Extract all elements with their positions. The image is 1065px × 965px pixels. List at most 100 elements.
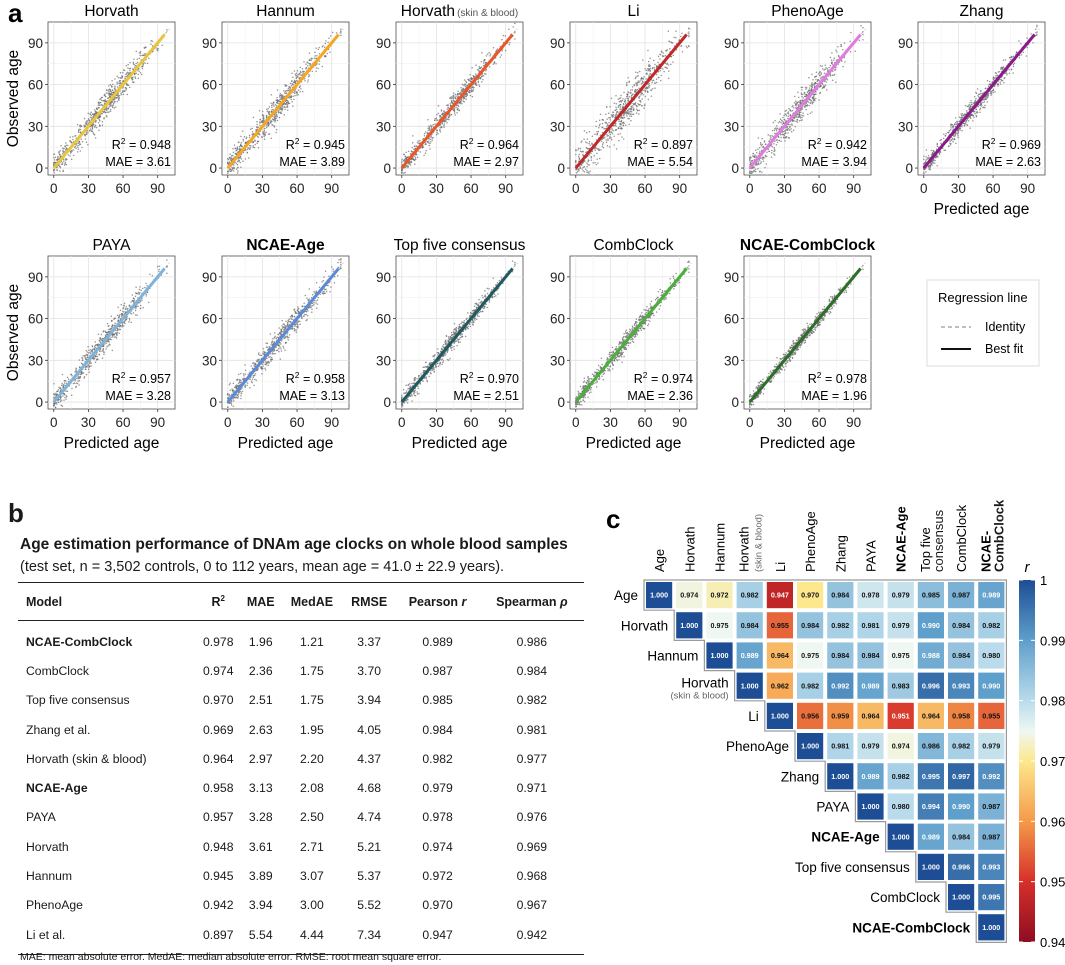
data-point xyxy=(426,132,429,134)
x-tick-label: 90 xyxy=(324,181,339,196)
data-point xyxy=(592,162,594,164)
data-point xyxy=(642,93,644,96)
data-point xyxy=(70,373,73,376)
data-point xyxy=(954,123,956,126)
data-point xyxy=(637,72,639,74)
data-point xyxy=(71,387,73,390)
data-point xyxy=(108,111,110,113)
data-point xyxy=(477,69,480,71)
data-point xyxy=(967,105,970,108)
data-point xyxy=(583,170,586,173)
data-point xyxy=(131,68,134,70)
data-point xyxy=(598,149,600,152)
data-point xyxy=(80,138,83,140)
data-point xyxy=(263,119,265,122)
data-point xyxy=(619,106,622,108)
data-point xyxy=(419,140,421,142)
data-point xyxy=(606,106,608,108)
data-point xyxy=(757,167,759,170)
data-point xyxy=(127,73,130,75)
data-point xyxy=(615,95,617,97)
y-tick-label: 0 xyxy=(731,161,739,176)
data-point xyxy=(768,150,771,153)
data-point xyxy=(329,51,331,53)
data-point xyxy=(688,34,690,36)
data-point xyxy=(87,118,90,120)
data-point xyxy=(241,130,244,132)
data-point xyxy=(793,107,795,109)
data-point xyxy=(252,116,255,119)
data-point xyxy=(514,38,516,40)
data-point xyxy=(623,91,625,94)
data-point xyxy=(109,88,112,91)
data-point xyxy=(965,120,968,122)
data-point xyxy=(957,136,959,139)
data-point xyxy=(1020,54,1023,56)
data-point xyxy=(645,87,647,89)
data-point xyxy=(108,92,110,95)
data-point xyxy=(626,97,629,100)
data-point xyxy=(607,124,609,127)
y-tick-label: 60 xyxy=(898,78,913,93)
data-point xyxy=(850,31,852,34)
data-point xyxy=(980,105,983,107)
data-point xyxy=(109,108,112,111)
x-tick-label: 60 xyxy=(986,181,1001,196)
data-point xyxy=(790,128,792,130)
data-point xyxy=(428,126,431,128)
data-point xyxy=(62,150,64,153)
data-point xyxy=(233,166,235,168)
x-tick-label: 0 xyxy=(572,181,580,196)
data-point xyxy=(290,95,292,98)
data-point xyxy=(111,80,113,82)
data-point xyxy=(499,56,501,58)
data-point xyxy=(987,85,990,88)
data-point xyxy=(807,113,809,115)
data-point xyxy=(424,131,427,133)
data-point xyxy=(784,130,786,132)
data-point xyxy=(779,118,782,120)
subplot-title-name: PhenoAge xyxy=(771,3,843,20)
r2-value: = 0.945 xyxy=(299,138,345,152)
data-point xyxy=(613,144,615,146)
data-point xyxy=(576,170,579,173)
mae-annotation: MAE = 3.94 xyxy=(801,155,867,169)
data-point xyxy=(463,97,466,100)
data-point xyxy=(407,150,410,153)
data-point xyxy=(103,116,105,119)
data-point xyxy=(414,145,416,147)
data-point xyxy=(606,144,609,147)
data-point xyxy=(629,111,631,113)
data-point xyxy=(234,147,237,150)
data-point xyxy=(271,109,273,111)
data-point xyxy=(801,95,803,98)
data-point xyxy=(96,111,98,113)
data-point xyxy=(972,114,974,117)
data-point xyxy=(107,90,110,92)
data-point xyxy=(257,140,260,143)
data-point xyxy=(443,124,445,127)
data-point xyxy=(303,70,305,73)
data-point xyxy=(264,133,266,135)
data-point xyxy=(595,125,597,128)
data-point xyxy=(436,119,438,121)
data-point xyxy=(483,58,485,61)
data-point xyxy=(952,124,955,127)
data-point xyxy=(110,86,113,88)
data-point xyxy=(414,155,416,158)
data-point xyxy=(637,81,639,84)
data-point xyxy=(256,120,258,123)
data-point xyxy=(968,108,970,110)
data-point xyxy=(321,65,324,68)
data-point xyxy=(307,62,309,64)
data-point xyxy=(318,63,320,65)
data-point xyxy=(403,158,406,161)
data-point xyxy=(585,131,588,134)
data-point xyxy=(819,64,822,67)
data-point xyxy=(229,168,232,171)
data-point xyxy=(251,127,253,130)
data-point xyxy=(983,101,986,103)
data-point xyxy=(643,107,645,110)
data-point xyxy=(287,88,290,90)
